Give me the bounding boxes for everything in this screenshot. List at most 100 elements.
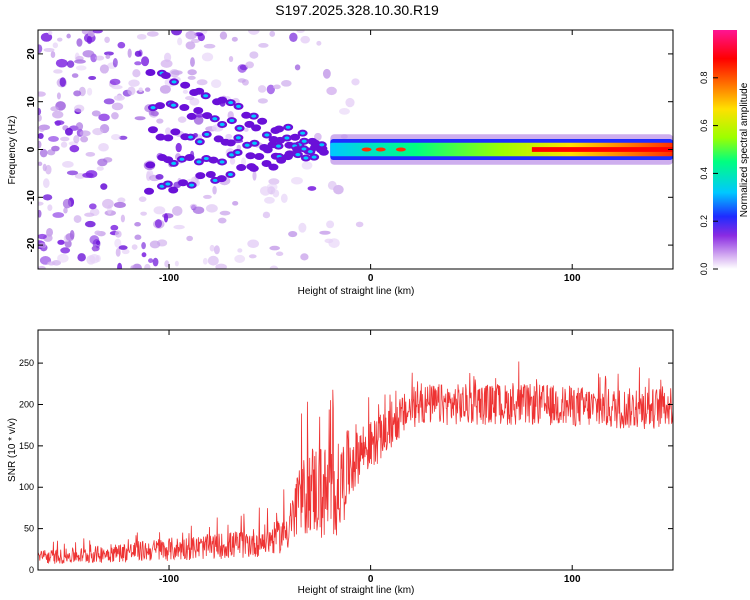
y-tick-label: 10 (26, 96, 37, 108)
heatmap-blob (160, 59, 173, 68)
heatmap-blob (92, 128, 104, 136)
heatmap-blob (140, 211, 147, 216)
heatmap-blob (92, 30, 103, 34)
heatmap-blob (103, 98, 115, 105)
heatmap-blob-core (196, 160, 202, 164)
heatmap-blob (190, 38, 200, 43)
heatmap-blob (86, 255, 96, 265)
heatmap-blob (132, 263, 142, 269)
heatmap-blob (144, 187, 155, 195)
heatmap-blob-core (189, 183, 195, 187)
heatmap-blob-core (251, 114, 257, 118)
heatmap-blob (38, 265, 46, 269)
heatmap-blob-core (219, 160, 225, 164)
heatmap-blob (326, 220, 335, 229)
heatmap-blob (257, 98, 268, 104)
heatmap-blob (111, 84, 123, 90)
heatmap-blob (118, 245, 128, 250)
heatmap-blob (47, 149, 56, 156)
spectrogram-y-label: Frequency (Hz) (7, 116, 18, 185)
heatmap-blob (177, 179, 188, 187)
snr-x-label: Height of straight line (km) (298, 585, 415, 596)
heatmap-blob-core (252, 141, 258, 145)
heatmap-blob (86, 35, 93, 45)
heatmap-blob (186, 235, 194, 242)
heatmap-blob (154, 102, 165, 110)
heatmap-blob (322, 68, 331, 79)
heatmap-blob (149, 240, 161, 249)
heatmap-blob (248, 254, 257, 259)
heatmap-blob (52, 212, 65, 218)
heatmap-blob (55, 58, 68, 68)
heatmap-blob (128, 79, 140, 87)
heatmap-blob (205, 204, 218, 213)
x-tick-label: -100 (159, 574, 179, 585)
snr-x-ticks: -100 0 100 (159, 330, 581, 585)
heatmap-blob (66, 60, 75, 68)
heatmap-blob-core (203, 94, 209, 98)
heatmap-blob (131, 244, 138, 250)
heatmap-blob (100, 183, 108, 190)
heatmap-blob-core (244, 143, 250, 147)
heatmap-blob (165, 127, 172, 136)
heatmap-blob (259, 186, 271, 196)
heatmap-blob-core (229, 153, 235, 157)
heatmap-blob (60, 136, 70, 142)
heatmap-blob (355, 221, 364, 228)
heatmap-blob (269, 30, 276, 37)
heatmap-blob (266, 84, 275, 95)
y-tick-label: 0 (26, 146, 37, 152)
heatmap-blob (147, 126, 158, 134)
heatmap-blob (75, 122, 84, 131)
heatmap-blob (38, 209, 42, 218)
heatmap-blob (219, 31, 228, 40)
heatmap-blob (163, 213, 169, 223)
heatmap-blob (187, 75, 196, 80)
heatmap-blob (241, 111, 252, 119)
heatmap-blob (56, 92, 61, 100)
heatmap-blob (127, 48, 132, 58)
heatmap-blob (113, 201, 126, 208)
heatmap-blob (159, 85, 171, 94)
heatmap-blob (95, 254, 101, 263)
heatmap-blob-core (204, 132, 210, 137)
heatmap-blob (87, 30, 95, 38)
colorbar-label: Normalized spectral amplitude (739, 82, 750, 217)
heatmap-blob (64, 239, 72, 248)
heatmap-blob (134, 222, 141, 227)
heatmap-blob (171, 30, 183, 36)
heatmap-blob (247, 239, 260, 248)
heatmap-blob (86, 87, 93, 96)
heatmap-blob (257, 85, 267, 93)
heatmap-blob (63, 207, 68, 214)
heatmap-blob (134, 234, 142, 240)
heatmap-blob (213, 135, 224, 143)
heatmap-blob (156, 118, 164, 124)
heatmap-blob-core (284, 136, 290, 140)
heatmap-blob (38, 114, 42, 122)
heatmap-blob (301, 161, 313, 170)
heatmap-blob (234, 254, 246, 263)
heatmap-blob (89, 203, 97, 210)
heatmap-blob (138, 87, 143, 93)
heatmap-blob (251, 124, 262, 132)
heatmap-blob (117, 197, 126, 203)
heatmap-blob (245, 152, 256, 160)
x-tick-label: 0 (368, 273, 374, 284)
heatmap-blob (38, 161, 43, 167)
heatmap-blob (262, 146, 273, 154)
heatmap-blob-core (203, 156, 209, 161)
heatmap-blob (127, 86, 136, 96)
heatmap-blob-core (179, 157, 185, 161)
heatmap-blob (254, 153, 265, 161)
heatmap-blob (282, 153, 293, 161)
heatmap-blob (217, 96, 228, 104)
y-tick-label: 100 (19, 482, 34, 492)
heatmap-blob (243, 127, 249, 132)
y-tick-label: 200 (19, 399, 34, 409)
heatmap-blob (192, 206, 205, 214)
heatmap-blob (47, 30, 53, 35)
heatmap-blob (136, 33, 147, 40)
heatmap-blob (47, 261, 56, 266)
heatmap-blob (215, 263, 227, 269)
